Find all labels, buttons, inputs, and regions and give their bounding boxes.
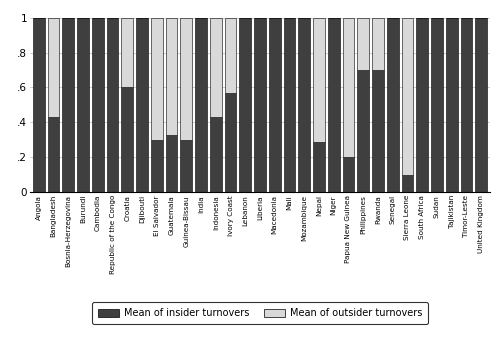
Bar — [180, 18, 192, 140]
Bar — [166, 135, 177, 192]
Legend: Mean of insider turnovers, Mean of outsider turnovers: Mean of insider turnovers, Mean of outsi… — [92, 302, 428, 324]
Bar — [402, 18, 413, 175]
Bar — [313, 142, 325, 192]
Bar — [416, 18, 428, 192]
Bar — [136, 18, 148, 192]
Bar — [372, 70, 384, 192]
Bar — [122, 88, 133, 192]
Bar — [402, 175, 413, 192]
Bar — [224, 93, 236, 192]
Bar — [210, 18, 222, 117]
Bar — [195, 18, 207, 192]
Bar — [298, 18, 310, 192]
Bar — [48, 18, 60, 117]
Bar — [358, 18, 369, 70]
Bar — [387, 18, 398, 192]
Bar — [328, 18, 340, 192]
Bar — [180, 140, 192, 192]
Bar — [460, 18, 472, 192]
Bar — [342, 157, 354, 192]
Bar — [269, 18, 280, 192]
Bar — [48, 117, 60, 192]
Bar — [431, 18, 443, 192]
Bar — [224, 18, 236, 93]
Bar — [446, 18, 458, 192]
Bar — [210, 117, 222, 192]
Bar — [372, 18, 384, 70]
Bar — [342, 18, 354, 157]
Bar — [240, 18, 251, 192]
Bar — [166, 18, 177, 135]
Bar — [122, 18, 133, 88]
Bar — [151, 18, 162, 140]
Bar — [476, 18, 487, 192]
Bar — [313, 18, 325, 142]
Bar — [33, 18, 44, 192]
Bar — [284, 18, 296, 192]
Bar — [358, 70, 369, 192]
Bar — [254, 18, 266, 192]
Bar — [106, 18, 118, 192]
Bar — [151, 140, 162, 192]
Bar — [92, 18, 104, 192]
Bar — [77, 18, 89, 192]
Bar — [62, 18, 74, 192]
